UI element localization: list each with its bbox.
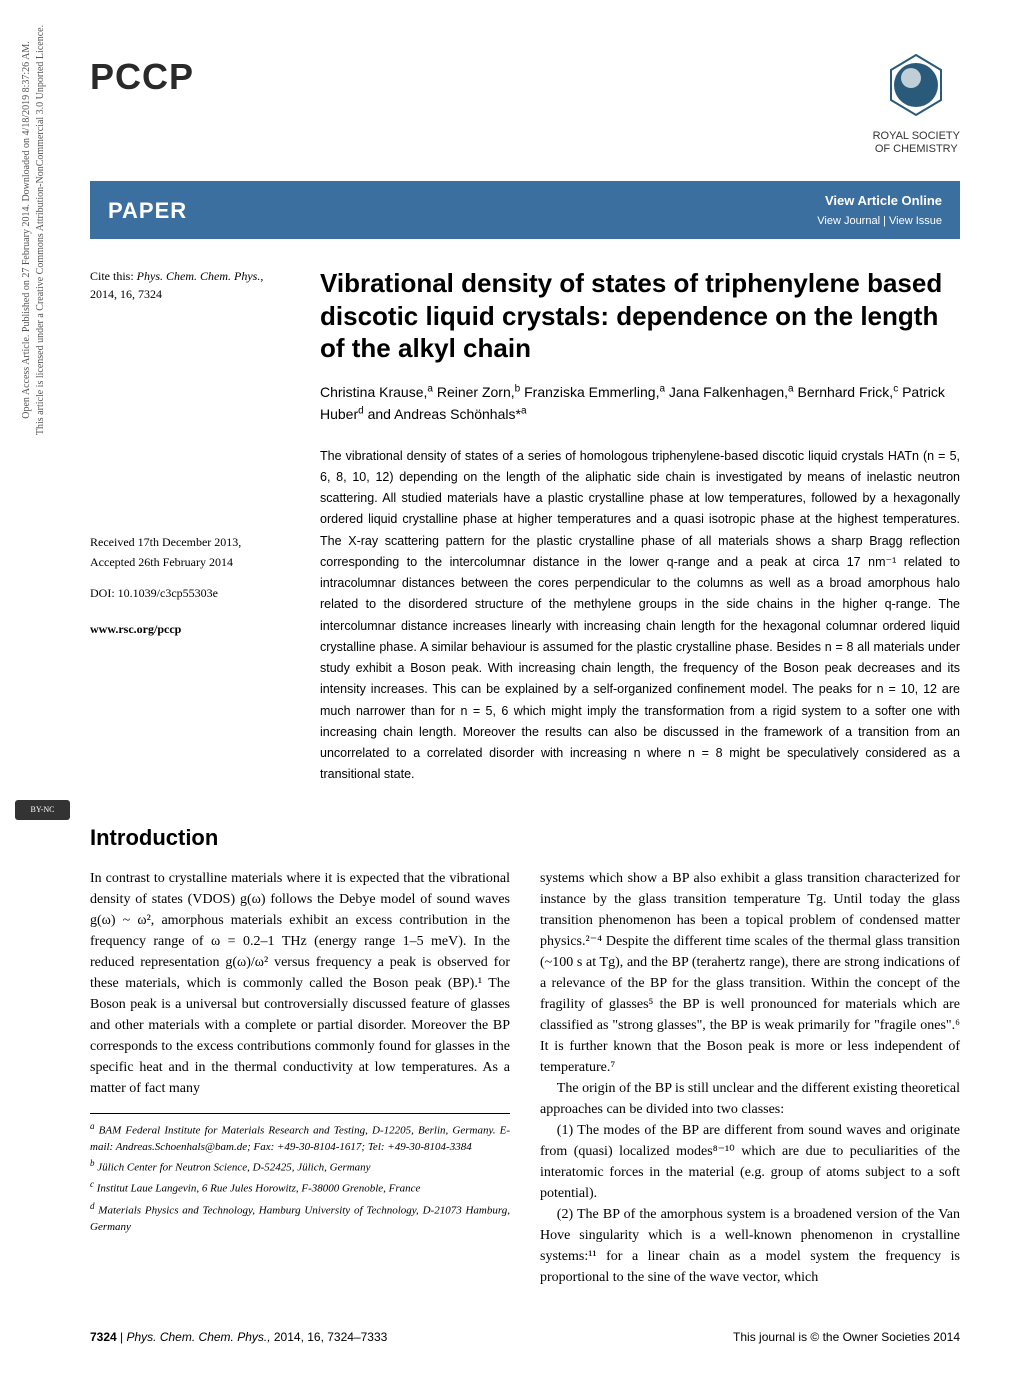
open-access-sidebar: Open Access Article. Published on 27 Feb… (20, 0, 48, 480)
intro-paragraph-4: (1) The modes of the BP are different fr… (540, 1120, 960, 1204)
page-number: 7324 (90, 1330, 117, 1344)
cite-column: Cite this: Phys. Chem. Chem. Phys., 2014… (90, 267, 290, 785)
footer-left: 7324 | Phys. Chem. Chem. Phys., 2014, 16… (90, 1328, 387, 1346)
authors: Christina Krause,a Reiner Zorn,b Franzis… (320, 381, 960, 426)
footer: 7324 | Phys. Chem. Chem. Phys., 2014, 16… (90, 1328, 960, 1346)
journal-name: PCCP (90, 50, 194, 104)
cite-label: Cite this: (90, 269, 137, 283)
affiliation-d: d Materials Physics and Technology, Hamb… (90, 1200, 510, 1236)
rsc-text1: ROYAL SOCIETY (873, 130, 960, 143)
journal-url[interactable]: www.rsc.org/pccp (90, 620, 290, 638)
main-column: Vibrational density of states of triphen… (320, 267, 960, 785)
accepted-date: Accepted 26th February 2014 (90, 553, 290, 572)
body-column-left: In contrast to crystalline materials whe… (90, 868, 510, 1288)
sidebar-line2: This article is licensed under a Creativ… (35, 25, 46, 435)
received-date: Received 17th December 2013, (90, 533, 290, 552)
paper-bar: PAPER View Article Online View Journal |… (90, 181, 960, 239)
footer-year-vol: 2014, 16, 7324–7333 (271, 1330, 388, 1344)
intro-paragraph-3: The origin of the BP is still unclear an… (540, 1078, 960, 1120)
intro-paragraph-5: (2) The BP of the amorphous system is a … (540, 1204, 960, 1288)
footer-copyright: This journal is © the Owner Societies 20… (733, 1328, 960, 1346)
cite-this: Cite this: Phys. Chem. Chem. Phys., 2014… (90, 267, 290, 303)
rsc-logo-icon (881, 50, 951, 120)
body-columns: In contrast to crystalline materials whe… (90, 868, 960, 1288)
footer-journal: Phys. Chem. Chem. Phys., (127, 1330, 271, 1344)
view-article-online-link[interactable]: View Article Online (817, 191, 942, 211)
affiliations: a BAM Federal Institute for Materials Re… (90, 1113, 510, 1236)
header: PCCP ROYAL SOCIETY OF CHEMISTRY (90, 50, 960, 156)
view-journal-link[interactable]: View Journal | View Issue (817, 213, 942, 230)
body-column-right: systems which show a BP also exhibit a g… (540, 868, 960, 1288)
paper-label: PAPER (108, 194, 187, 227)
cite-ref: 2014, 16, 7324 (90, 287, 162, 301)
view-links: View Article Online View Journal | View … (817, 191, 942, 229)
received-block: Received 17th December 2013, Accepted 26… (90, 533, 290, 571)
cc-badge: BY-NC (15, 800, 70, 820)
affiliation-b: b Jülich Center for Neutron Science, D-5… (90, 1157, 510, 1176)
title-block: Cite this: Phys. Chem. Chem. Phys., 2014… (90, 267, 960, 785)
article-title: Vibrational density of states of triphen… (320, 267, 960, 365)
affiliation-c: c Institut Laue Langevin, 6 Rue Jules Ho… (90, 1178, 510, 1197)
page-container: Open Access Article. Published on 27 Feb… (0, 0, 1020, 1386)
affiliation-a: a BAM Federal Institute for Materials Re… (90, 1120, 510, 1156)
intro-paragraph-1: In contrast to crystalline materials whe… (90, 868, 510, 1099)
cite-journal: Phys. Chem. Chem. Phys., (137, 269, 264, 283)
abstract: The vibrational density of states of a s… (320, 446, 960, 786)
doi: DOI: 10.1039/c3cp55303e (90, 584, 290, 602)
sidebar-line1: Open Access Article. Published on 27 Feb… (21, 41, 32, 418)
intro-paragraph-2: systems which show a BP also exhibit a g… (540, 868, 960, 1078)
rsc-text2: OF CHEMISTRY (873, 143, 960, 156)
introduction-heading: Introduction (90, 821, 960, 854)
rsc-logo: ROYAL SOCIETY OF CHEMISTRY (873, 50, 960, 156)
